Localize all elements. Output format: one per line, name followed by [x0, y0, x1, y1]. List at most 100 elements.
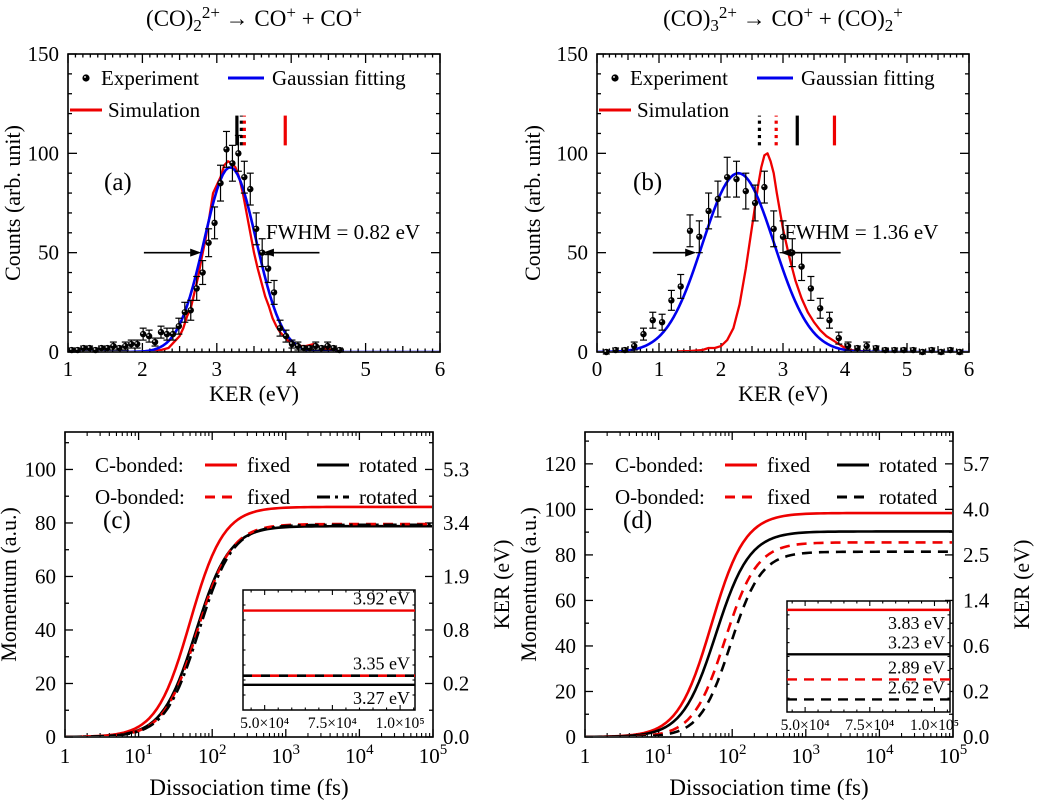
experiment-point-highlight	[99, 346, 102, 348]
legend-experiment-marker	[82, 74, 90, 82]
y-tick-label: 150	[28, 42, 60, 66]
inset-ker-label: 3.92 eV	[353, 589, 410, 609]
experiment-point-highlight	[284, 334, 286, 337]
legend-gaussian-label: Gaussian fitting	[801, 66, 935, 90]
experiment-point	[835, 334, 842, 342]
y-tick-label: 80	[555, 543, 576, 567]
experiment-point	[705, 207, 712, 215]
right-axis-tick-label: 0.0	[963, 725, 989, 749]
panel-title: (CO)32+ → CO+ + (CO)2+	[663, 3, 903, 35]
fwhm-arrowhead-right	[262, 248, 274, 257]
experiment-point-highlight	[688, 228, 690, 231]
experiment-point	[199, 269, 206, 276]
experiment-point-highlight	[939, 350, 941, 352]
inset-ker-label: 3.23 eV	[888, 632, 945, 652]
inset-x-tick-label: 1.0×10⁵	[910, 717, 959, 734]
experiment-point	[891, 346, 898, 354]
experiment-point-highlight	[212, 220, 215, 223]
panel-letter: (a)	[104, 169, 132, 196]
experiment-point	[947, 346, 954, 354]
experiment-point-highlight	[200, 270, 203, 273]
plot-frame	[64, 431, 434, 738]
x-tick-label: 6	[964, 357, 975, 381]
right-axis-tick-label: 5.7	[963, 452, 989, 476]
legend: C-bonded: fixed rotated O-bonded: fixed rotat…	[615, 453, 938, 509]
experiment-point-highlight	[874, 346, 876, 348]
y-axis-label-left: Momentum (a.u.)	[0, 507, 21, 662]
x-axis-label: Dissociation time (fs)	[669, 775, 868, 800]
experiment-point	[175, 322, 183, 330]
simulation-curve	[677, 152, 870, 351]
experiment-point-highlight	[734, 177, 737, 180]
experiment-point	[649, 317, 656, 324]
experiment-point-highlight	[141, 332, 144, 335]
experiment-point-highlight	[123, 344, 126, 346]
experiment-point	[169, 330, 177, 338]
experiment-point-highlight	[753, 201, 755, 203]
panel-title: (CO)22+ → CO+ + CO+	[146, 3, 362, 35]
experiment-point	[318, 344, 325, 352]
experiment-point	[223, 146, 230, 153]
right-axis-tick-label: 0.8	[443, 618, 469, 642]
experiment-point-highlight	[660, 320, 662, 323]
y-axis-label: Counts (arb. unit)	[0, 125, 25, 281]
x-tick-label: 102	[198, 742, 227, 768]
legend-prefix: C-bonded:	[615, 453, 704, 477]
panel-letter: (c)	[103, 507, 131, 534]
right-axis-tick-label: 0.0	[443, 725, 469, 749]
experiment-point-highlight	[911, 348, 914, 350]
experiment-point-highlight	[81, 346, 84, 348]
experiment-point-highlight	[809, 286, 811, 289]
experiment-point-highlight	[669, 298, 672, 301]
experiment-point-highlight	[846, 344, 848, 346]
experiment-point	[312, 342, 319, 350]
x-tick-label: 2	[716, 357, 727, 381]
experiment-point-highlight	[301, 346, 304, 348]
experiment-point-highlight	[278, 326, 280, 329]
inset-ker-label: 2.62 eV	[888, 677, 945, 697]
legend: Experiment Gaussian fitting Simulation	[70, 66, 406, 122]
experiment-point	[139, 330, 147, 338]
experiment-point-highlight	[623, 348, 625, 350]
legend: Experiment Gaussian fitting Simulation	[599, 66, 935, 122]
experiment-point-highlight	[182, 310, 185, 313]
experiment-point	[733, 175, 740, 183]
right-axis-tick-label: 0.2	[963, 679, 989, 703]
y-axis-label-right: KER (eV)	[489, 540, 514, 630]
legend-experiment-label: Experiment	[101, 66, 199, 90]
experiment-point-highlight	[254, 226, 257, 229]
experiment-point	[264, 265, 272, 272]
y-tick-label: 20	[35, 671, 56, 695]
experiment-point	[133, 340, 141, 348]
plot-frame	[596, 53, 970, 353]
legend-marker-highlight	[84, 76, 86, 78]
experiment-point-highlight	[892, 348, 895, 350]
experiment-point	[86, 344, 93, 352]
y-tick-label: 0	[46, 725, 57, 749]
experiment-point-highlight	[236, 151, 239, 154]
experiment-point	[122, 342, 129, 350]
experiment-point-highlight	[948, 348, 951, 350]
series-o-bonded-rotated	[586, 550, 952, 736]
experiment-point	[900, 346, 908, 354]
experiment-point	[235, 150, 242, 157]
experiment-point-highlight	[604, 350, 607, 352]
x-tick-label: 102	[718, 742, 747, 768]
inset: 5.0×10⁴ 7.5×10⁴ 1.0×10⁵ 3.92 eV 3.35 eV 3.27 …	[240, 589, 424, 732]
y-tick-label: 0	[578, 340, 589, 364]
experiment-point	[163, 330, 171, 338]
experiment-point	[157, 328, 165, 336]
experiment-point-highlight	[725, 175, 728, 178]
y-tick-label: 0	[566, 725, 577, 749]
legend-simulation-label: Simulation	[637, 98, 730, 122]
x-tick-label: 103	[792, 742, 821, 768]
right-axis-tick-label: 0.6	[963, 634, 989, 658]
legend-item-label: fixed	[247, 453, 291, 477]
experiment-point	[751, 199, 759, 207]
fwhm-arrowhead-right	[780, 248, 792, 257]
experiment-point-highlight	[678, 284, 681, 287]
right-axis-tick-label: 5.3	[443, 457, 469, 481]
experiment-point	[241, 173, 248, 181]
plot-frame	[584, 431, 954, 738]
legend-item-label: rotated	[359, 453, 418, 477]
